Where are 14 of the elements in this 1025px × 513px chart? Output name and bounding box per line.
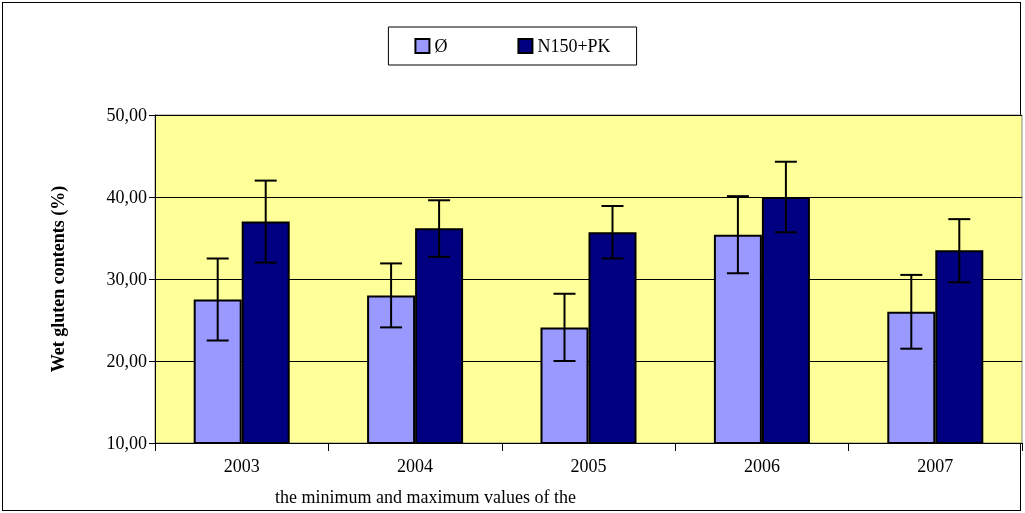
x-tick-label: 2007 bbox=[917, 456, 954, 476]
x-tick-label: 2004 bbox=[397, 456, 434, 476]
y-tick-label: 20,00 bbox=[106, 351, 147, 371]
y-tick-label: 50,00 bbox=[106, 105, 147, 125]
x-tick-label: 2005 bbox=[570, 456, 607, 476]
text: the minimum and maximum values of the bbox=[275, 487, 576, 507]
legend-label: Ø bbox=[434, 36, 448, 56]
x-tick-label: 2003 bbox=[223, 456, 260, 476]
x-tick-label: 2006 bbox=[743, 456, 780, 476]
y-tick-label: 10,00 bbox=[106, 433, 147, 453]
y-axis-title: Wet gluten contents (%) bbox=[48, 185, 69, 373]
legend-label: N150+PK bbox=[537, 36, 611, 56]
y-tick-label: 40,00 bbox=[106, 187, 147, 207]
y-tick-label: 30,00 bbox=[106, 269, 147, 289]
